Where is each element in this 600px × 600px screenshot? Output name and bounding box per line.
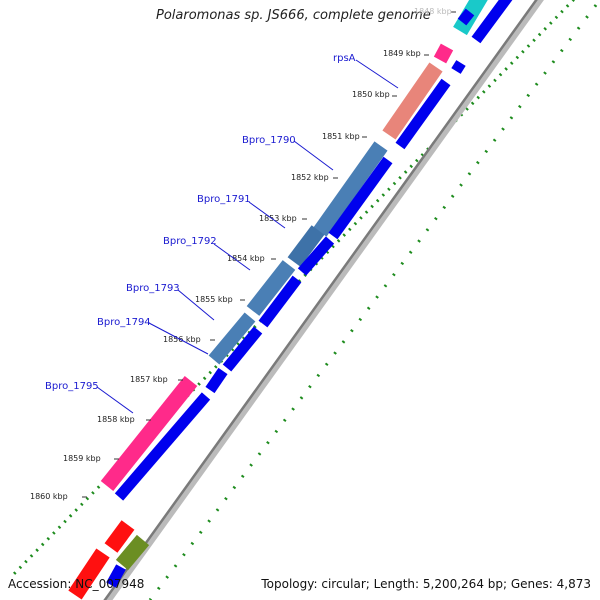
cds-arrow <box>471 0 513 44</box>
cds-arrow <box>451 60 466 74</box>
cds-arrow <box>395 78 451 150</box>
scale-label: 1849 kbp <box>383 49 421 58</box>
pink-feature-1795 <box>100 376 198 491</box>
genome-title: Polaromonas sp. JS666, complete genome <box>156 8 431 23</box>
gene-label-bpro-1790[interactable]: Bpro_1790 <box>242 135 296 146</box>
feature-bands <box>68 0 488 600</box>
scale-label: 1860 kbp <box>30 492 68 501</box>
gene-label-rpsa[interactable]: rpsA <box>333 53 356 64</box>
leader-line-bpro-1791 <box>248 201 286 229</box>
leader-line-rpsa <box>355 59 399 89</box>
cds-arrow <box>297 236 335 276</box>
salmon-feature-rpsa <box>382 62 443 140</box>
teal-feature <box>453 0 488 36</box>
leader-line-bpro-1795 <box>96 386 134 414</box>
red-feature-bottom <box>68 548 110 600</box>
cds-arrow <box>457 8 475 26</box>
gene-leader-lines <box>96 59 399 414</box>
olive-feature <box>115 534 150 571</box>
cds-arrows <box>106 0 513 588</box>
leader-line-bpro-1793 <box>177 289 215 321</box>
outer-dotted-ring <box>8 0 576 580</box>
gene-label-bpro-1792[interactable]: Bpro_1792 <box>163 236 217 247</box>
steelblue-feature-1791 <box>287 225 325 267</box>
cds-arrow <box>205 367 228 394</box>
cds-arrow <box>328 156 393 240</box>
scale-label: 1851 kbp <box>322 132 360 141</box>
leader-line-bpro-1794 <box>148 322 209 355</box>
cds-arrow <box>114 392 211 501</box>
scale-label: 1856 kbp <box>163 335 201 344</box>
scale-label: 1857 kbp <box>130 375 168 384</box>
steelblue-feature-1790 <box>313 141 388 237</box>
leader-line-bpro-1792 <box>213 243 251 271</box>
scale-ticks <box>82 11 456 498</box>
scale-label: 1858 kbp <box>97 415 135 424</box>
gene-label-bpro-1795[interactable]: Bpro_1795 <box>45 381 99 392</box>
genome-summary-label: Topology: circular; Length: 5,200,264 bp… <box>261 577 591 591</box>
scale-label: 1852 kbp <box>291 173 329 182</box>
scale-label: 1854 kbp <box>227 254 265 263</box>
scale-label: 1853 kbp <box>259 214 297 223</box>
cds-arrow <box>258 275 302 328</box>
leader-line-bpro-1790 <box>293 140 334 171</box>
scale-label: 1848 kbp <box>414 7 452 16</box>
scale-label: 1855 kbp <box>195 295 233 304</box>
red-feature-top <box>104 520 135 553</box>
backbone-shadow <box>105 0 544 600</box>
backbone-line <box>103 0 538 600</box>
scale-label: 1850 kbp <box>352 90 390 99</box>
cds-arrow <box>222 326 263 372</box>
accession-label: Accession: NC_007948 <box>8 577 145 591</box>
gene-label-bpro-1794[interactable]: Bpro_1794 <box>97 317 151 328</box>
pink-feature-small <box>433 43 454 64</box>
gene-label-bpro-1793[interactable]: Bpro_1793 <box>126 283 180 294</box>
steelblue-feature-1793 <box>208 312 256 365</box>
scale-label: 1859 kbp <box>63 454 101 463</box>
gene-label-bpro-1791[interactable]: Bpro_1791 <box>197 194 251 205</box>
steelblue-feature-1792 <box>246 260 296 316</box>
cds-arrow <box>106 564 126 588</box>
